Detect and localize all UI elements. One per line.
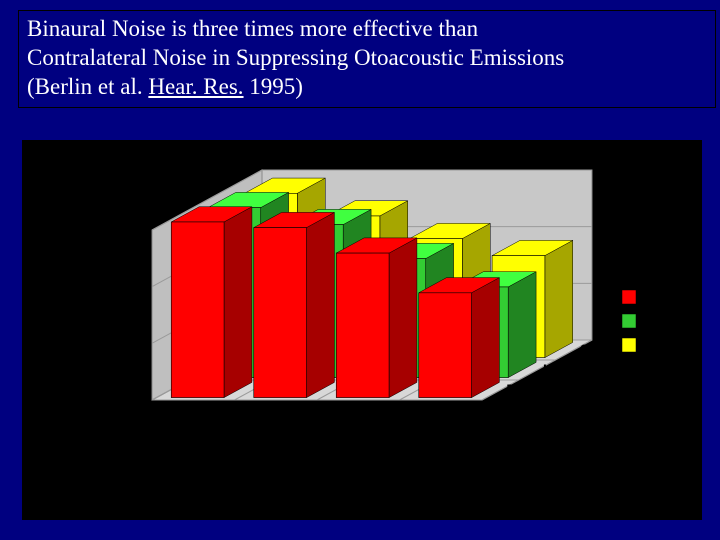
svg-text:100msec: 100msec [417,407,455,441]
svg-text:1: 1 [132,335,140,352]
svg-text:BIN: BIN [506,381,530,397]
citation-prefix: (Berlin et al. [27,74,148,99]
title-line1: Binaural Noise is three times more effec… [27,16,478,41]
citation-suffix: 1995) [244,74,303,99]
svg-text:0: 0 [132,392,140,409]
svg-text:d.B: d.B [69,308,95,325]
citation-journal: Hear. Res. [148,74,243,99]
title-text: Binaural Noise is three times more effec… [27,15,707,101]
chart-panel: 0 1 2 3 d.B 10msec 20msec 50msec 100msecTime fro… [22,140,702,520]
svg-text:BIN: BIN [642,289,668,306]
svg-text:10msec: 10msec [169,407,207,441]
svg-text:50msec: 50msec [334,407,372,441]
chart-svg: 0 1 2 3 d.B 10msec 20msec 50msec 100msecTime fro… [22,140,702,520]
svg-text:Contra: Contra [642,337,691,354]
svg-text:Contra: Contra [580,341,625,357]
svg-text:Ipsi: Ipsi [642,313,668,330]
svg-text:Ipsi: Ipsi [543,361,567,377]
svg-text:20msec: 20msec [252,407,290,441]
svg-text:Time from noise offset: Time from noise offset [241,457,413,474]
svg-text:2: 2 [132,279,140,296]
svg-text:3: 3 [132,222,140,239]
title-box: Binaural Noise is three times more effec… [18,10,716,108]
title-line2: Contralateral Noise in Suppressing Otoac… [27,45,564,70]
